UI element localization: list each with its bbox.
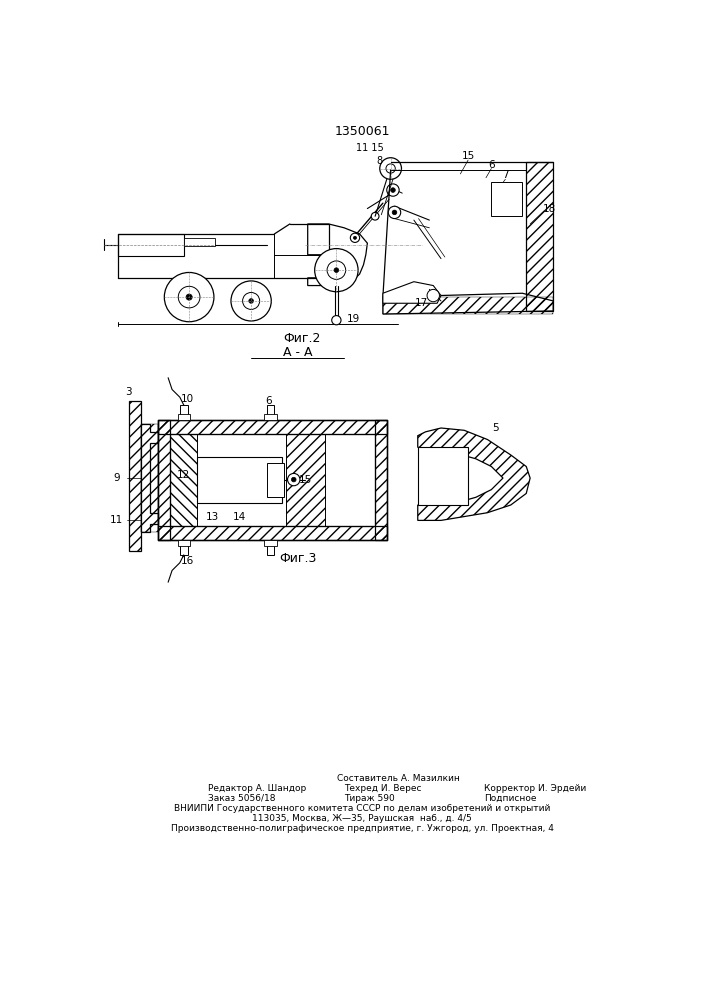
Text: 6: 6 <box>266 396 272 406</box>
Text: 13: 13 <box>206 512 219 522</box>
Text: ВНИИПИ Государственного комитета СССР по делам изобретений и открытий: ВНИИПИ Государственного комитета СССР по… <box>174 804 550 813</box>
Circle shape <box>243 292 259 309</box>
Text: Производственно-полиграфическое предприятие, г. Ужгород, ул. Проектная, 4: Производственно-полиграфическое предприя… <box>170 824 554 833</box>
Bar <box>286 434 325 526</box>
Bar <box>184 238 215 246</box>
Circle shape <box>178 286 200 308</box>
Text: 11: 11 <box>110 515 123 525</box>
Bar <box>180 540 187 555</box>
Text: 1350061: 1350061 <box>334 125 390 138</box>
Text: 16: 16 <box>181 556 194 566</box>
Text: 8: 8 <box>376 156 382 166</box>
Text: 11 15: 11 15 <box>356 143 384 153</box>
Text: Подписное: Подписное <box>484 794 536 803</box>
Bar <box>267 463 284 497</box>
Circle shape <box>427 289 440 302</box>
Bar <box>180 405 187 420</box>
Text: Редактор А. Шандор: Редактор А. Шандор <box>209 784 307 793</box>
Bar <box>158 420 170 540</box>
Bar <box>264 540 276 546</box>
Polygon shape <box>383 282 441 303</box>
Circle shape <box>186 294 192 300</box>
Bar <box>170 434 197 526</box>
Circle shape <box>391 188 395 192</box>
Circle shape <box>351 233 360 242</box>
Bar <box>375 420 387 540</box>
Text: 9: 9 <box>113 473 119 483</box>
Polygon shape <box>383 293 554 314</box>
Bar <box>129 401 141 551</box>
Circle shape <box>380 158 402 179</box>
Circle shape <box>388 206 401 219</box>
Circle shape <box>387 184 399 196</box>
Text: 12: 12 <box>177 470 190 480</box>
Circle shape <box>334 268 339 272</box>
Polygon shape <box>308 224 368 286</box>
Circle shape <box>288 473 300 486</box>
Circle shape <box>315 249 358 292</box>
Bar <box>267 540 274 555</box>
Text: 17: 17 <box>415 298 428 308</box>
Circle shape <box>392 210 397 215</box>
Text: Составитель А. Мазилкин: Составитель А. Мазилкин <box>337 774 460 783</box>
Text: Корректор И. Эрдейи: Корректор И. Эрдейи <box>484 784 586 793</box>
Circle shape <box>249 299 253 303</box>
Text: 10: 10 <box>181 394 194 404</box>
Text: Тираж 590: Тираж 590 <box>344 794 395 803</box>
Text: 6: 6 <box>488 160 495 170</box>
Text: 14: 14 <box>233 512 246 522</box>
Bar <box>118 234 184 256</box>
Bar <box>197 457 282 503</box>
Bar <box>141 424 158 532</box>
Text: Техред И. Верес: Техред И. Верес <box>344 784 421 793</box>
Text: 15: 15 <box>462 151 474 161</box>
Text: Заказ 5056/18: Заказ 5056/18 <box>209 794 276 803</box>
Text: 5: 5 <box>492 423 498 433</box>
Polygon shape <box>141 424 158 532</box>
Circle shape <box>327 261 346 279</box>
Bar <box>264 414 276 420</box>
Circle shape <box>371 212 379 220</box>
Text: Фиг.2: Фиг.2 <box>283 332 320 345</box>
Text: 18: 18 <box>543 204 556 214</box>
Text: 113035, Москва, Ж—35, Раушская  наб., д. 4/5: 113035, Москва, Ж—35, Раушская наб., д. … <box>252 814 472 823</box>
Bar <box>158 526 387 540</box>
Bar <box>491 182 522 216</box>
Text: 15: 15 <box>299 475 312 485</box>
Text: 7: 7 <box>502 170 508 180</box>
Circle shape <box>291 477 296 482</box>
Text: 3: 3 <box>125 387 132 397</box>
Text: А - А: А - А <box>283 346 312 359</box>
Text: Фиг.3: Фиг.3 <box>279 552 316 565</box>
Bar <box>177 414 190 420</box>
Circle shape <box>332 316 341 325</box>
Text: 19: 19 <box>347 314 360 324</box>
Bar <box>383 297 554 314</box>
Circle shape <box>386 164 395 173</box>
Bar <box>158 420 387 434</box>
Circle shape <box>231 281 271 321</box>
Bar <box>177 540 190 546</box>
Circle shape <box>354 236 356 239</box>
Bar <box>418 447 468 505</box>
Circle shape <box>164 272 214 322</box>
Bar <box>267 405 274 420</box>
